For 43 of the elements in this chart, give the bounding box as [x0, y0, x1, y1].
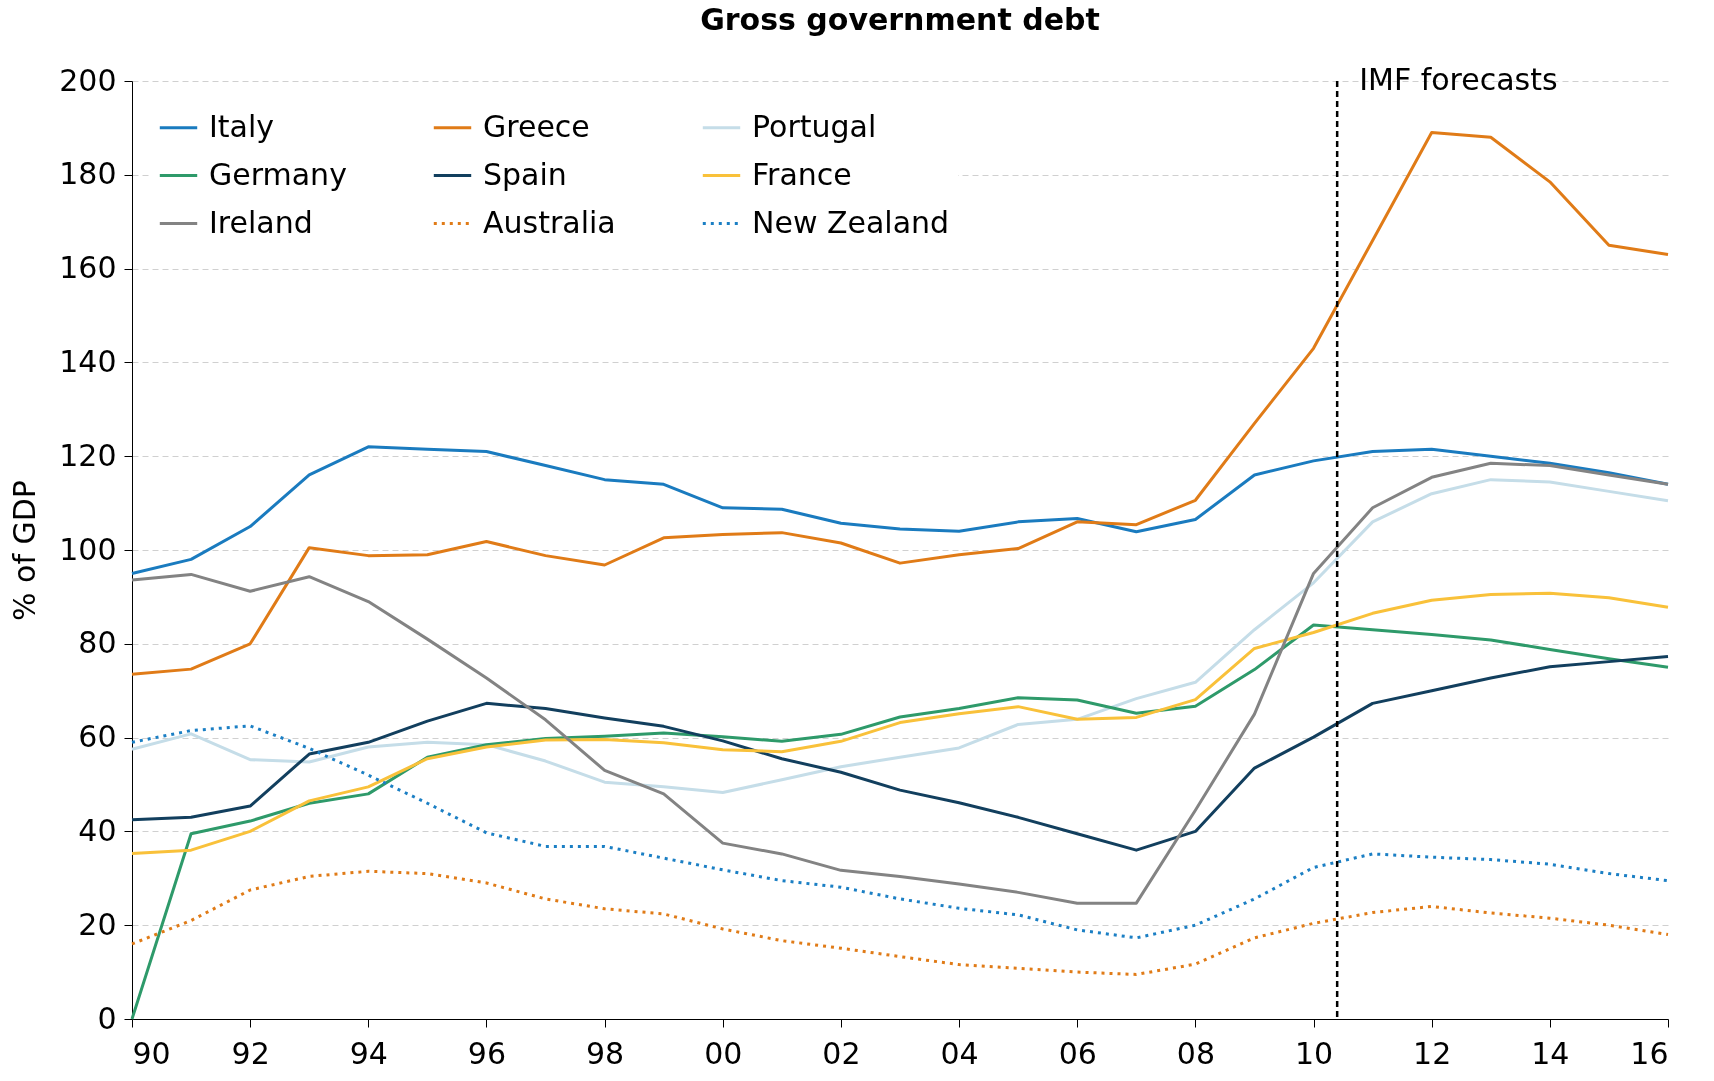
y-tick-label: 100 [59, 531, 117, 567]
legend-label: Greece [483, 108, 590, 144]
y-tick-label: 60 [78, 719, 117, 755]
legend-label: France [752, 156, 852, 192]
legend-label: Ireland [209, 204, 313, 240]
x-tick-label: 90 [132, 1035, 171, 1071]
x-tick-label: 94 [349, 1035, 388, 1071]
y-axis-title: % of GDP [7, 480, 43, 621]
legend-label: Portugal [752, 108, 877, 144]
x-tick-label: 00 [704, 1035, 743, 1071]
legend-label: Italy [209, 108, 275, 144]
y-tick-label: 120 [59, 437, 117, 473]
x-tick-label: 16 [1630, 1035, 1669, 1071]
x-tick-label: 10 [1294, 1035, 1334, 1071]
y-tick-label: 160 [59, 250, 117, 286]
line-series [130, 478, 1670, 794]
x-tick-label: 98 [586, 1035, 625, 1071]
x-tick-label: 06 [1058, 1035, 1097, 1071]
legend-label: Germany [209, 156, 347, 192]
y-tick-label: 180 [59, 156, 117, 192]
x-tick-label: 12 [1413, 1035, 1452, 1071]
y-tick-label: 200 [59, 62, 117, 98]
x-tick-label: 96 [467, 1035, 507, 1071]
y-tick-label: 80 [78, 625, 117, 661]
line-series [130, 724, 1670, 940]
x-tick-label: 08 [1176, 1035, 1215, 1071]
y-tick-label: 40 [78, 812, 117, 848]
y-tick-label: 140 [59, 343, 117, 379]
chart-title: Gross government debt [700, 2, 1100, 37]
y-tick-label: 0 [97, 1000, 117, 1036]
x-tick-label: 92 [231, 1035, 270, 1071]
ref-line-label: IMF forecasts [1359, 62, 1558, 97]
line-series [130, 654, 1670, 852]
y-tick-label: 20 [78, 906, 117, 942]
x-tick-label: 14 [1531, 1035, 1570, 1071]
line-series [130, 591, 1670, 855]
line-series [130, 461, 1670, 905]
x-tick-label: 02 [822, 1035, 861, 1071]
line-series [130, 869, 1670, 976]
legend-label: New Zealand [752, 204, 950, 240]
x-tick-label: 04 [940, 1035, 979, 1071]
legend-label: Australia [483, 204, 616, 240]
legend-label: Spain [483, 156, 567, 192]
